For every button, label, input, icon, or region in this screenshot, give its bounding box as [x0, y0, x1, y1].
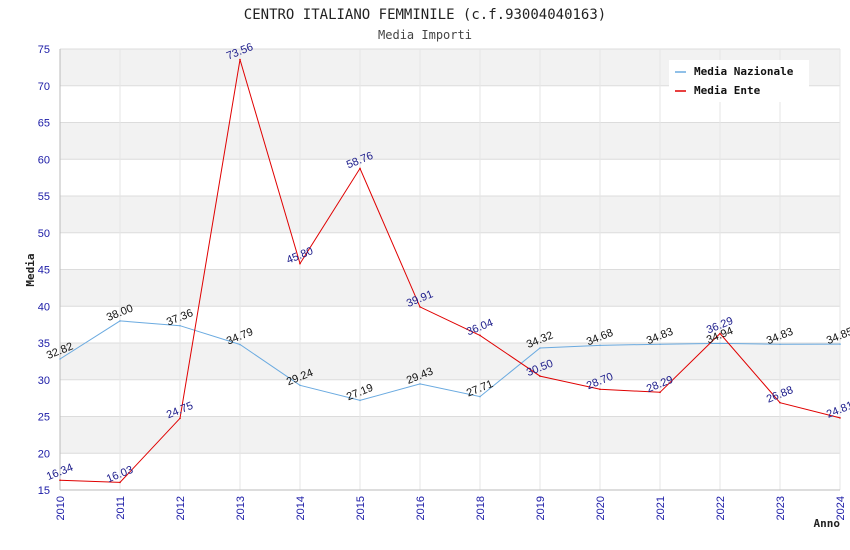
- x-axis-ticks: 2010 2011 2012 2013 2014 2015 2016 2018 2019 2020…: [55, 496, 847, 520]
- data-point: [479, 334, 481, 337]
- plot-band: [60, 379, 840, 417]
- x-tick-label: 2012: [175, 496, 187, 520]
- x-tick-label: 2024: [835, 496, 847, 520]
- x-tick-label: 2022: [715, 496, 727, 520]
- data-point: [119, 320, 121, 322]
- x-tick-label: 2013: [235, 496, 247, 520]
- plot-band: [60, 306, 840, 343]
- plot-band: [60, 416, 840, 454]
- plot-background: [60, 49, 840, 490]
- data-point: [119, 481, 121, 484]
- chart-subtitle: Media Importi: [378, 28, 472, 42]
- y-tick-label: 55: [38, 191, 50, 203]
- y-tick-label: 60: [38, 154, 50, 166]
- data-point: [239, 58, 241, 61]
- legend-box: [669, 60, 809, 102]
- x-tick-label: 2015: [355, 496, 367, 520]
- plot-band: [60, 453, 840, 490]
- y-tick-label: 70: [38, 81, 50, 93]
- data-point: [839, 343, 841, 345]
- x-tick-label: 2021: [655, 496, 667, 520]
- data-point: [539, 347, 541, 349]
- data-point: [359, 167, 361, 170]
- x-tick-label: 2011: [115, 496, 127, 520]
- y-tick-label: 15: [38, 485, 50, 497]
- legend-label-media-nazionale: Media Nazionale: [694, 65, 794, 78]
- y-axis-label: Media: [24, 253, 37, 286]
- plot-band: [60, 196, 840, 233]
- data-point: [419, 383, 421, 385]
- axes: [59, 49, 840, 491]
- plot-band: [60, 269, 840, 307]
- x-tick-label: 2018: [475, 496, 487, 520]
- y-tick-label: 45: [38, 265, 50, 277]
- data-point: [779, 401, 781, 404]
- x-tick-label: 2023: [775, 496, 787, 520]
- y-tick-label: 40: [38, 301, 50, 313]
- data-point: [299, 384, 301, 387]
- y-tick-label: 35: [38, 338, 50, 350]
- y-axis-ticks: 15 20 25 30 35 40 45 50 55 60 65 70 75: [38, 44, 50, 497]
- series-layer: [59, 58, 841, 484]
- plot-band: [60, 159, 840, 196]
- x-tick-label: 2016: [415, 496, 427, 520]
- data-point: [719, 332, 721, 335]
- data-point: [299, 262, 301, 265]
- data-point: [659, 343, 661, 346]
- data-point: [359, 399, 361, 402]
- data-point: [59, 358, 61, 360]
- data-point: [599, 344, 601, 347]
- plot-band: [60, 122, 840, 160]
- data-point: [239, 343, 241, 346]
- chart-title: CENTRO ITALIANO FEMMINILE (c.f.930040401…: [244, 7, 606, 23]
- x-tick-label: 2020: [595, 496, 607, 520]
- legend-label-media-ente: Media Ente: [694, 84, 761, 97]
- series-line-media-ente: [59, 59, 841, 483]
- x-axis-label: Anno: [814, 517, 841, 530]
- data-point: [179, 324, 181, 327]
- plot-band: [60, 232, 840, 270]
- legend: Media Nazionale Media Ente: [669, 60, 809, 102]
- y-tick-label: 25: [38, 412, 50, 424]
- data-point: [539, 375, 541, 377]
- data-point: [179, 417, 181, 420]
- y-tick-label: 20: [38, 448, 50, 460]
- data-point: [839, 417, 841, 419]
- data-point: [719, 342, 721, 345]
- y-tick-label: 50: [38, 228, 50, 240]
- data-point: [479, 395, 481, 398]
- data-point: [599, 388, 601, 391]
- x-tick-label: 2010: [55, 496, 67, 520]
- y-tick-label: 65: [38, 118, 50, 130]
- data-point: [59, 479, 61, 481]
- x-tick-label: 2019: [535, 496, 547, 520]
- plot-band: [60, 343, 840, 380]
- data-point: [659, 391, 661, 394]
- y-tick-label: 75: [38, 44, 50, 56]
- y-tick-label: 30: [38, 375, 50, 387]
- data-point: [779, 343, 781, 346]
- data-point: [419, 306, 421, 308]
- x-tick-label: 2014: [295, 496, 307, 520]
